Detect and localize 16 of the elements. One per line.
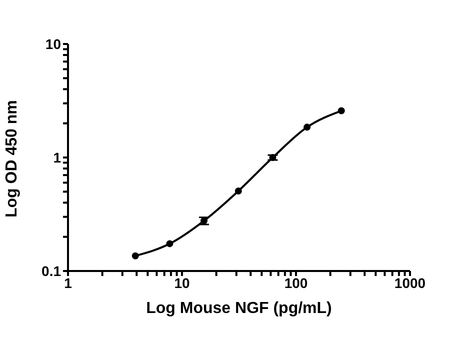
x-tick-label: 1000	[394, 274, 426, 291]
x-tick-label: 1	[64, 274, 72, 291]
point	[304, 124, 311, 131]
point	[234, 187, 242, 194]
y-axis-title: Log OD 450 nm	[4, 100, 21, 218]
y-tick-label: 0.1	[42, 262, 62, 279]
y-tick-label: 1	[53, 149, 62, 166]
point	[132, 252, 139, 260]
point	[269, 154, 276, 161]
point	[166, 240, 174, 248]
x-tick-label: 10	[174, 274, 190, 291]
x-tick-label: 100	[284, 274, 308, 291]
point	[200, 217, 208, 224]
y-tick-label: 10	[45, 36, 62, 52]
x-axis-title: Log Mouse NGF (pg/mL)	[146, 300, 332, 317]
point	[338, 107, 345, 114]
